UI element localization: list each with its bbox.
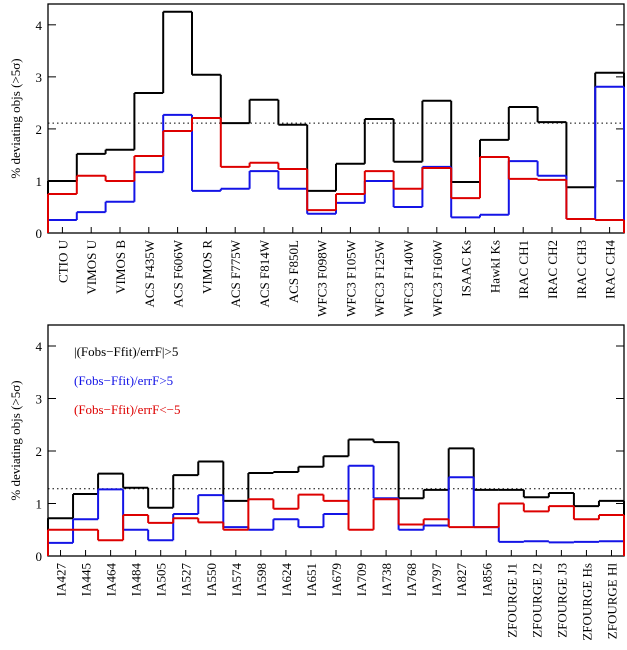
x-tick-label: CTIO U bbox=[55, 239, 70, 283]
y-tick-label: 0 bbox=[36, 549, 43, 564]
x-tick-label: ZFOURGE J3 bbox=[554, 563, 569, 638]
x-tick-label: ACS F606W bbox=[171, 239, 186, 307]
y-tick-label: 3 bbox=[36, 392, 43, 407]
x-tick-label: ZFOURGE J2 bbox=[529, 563, 544, 638]
y-tick-label: 0 bbox=[36, 226, 43, 241]
x-tick-label: WFC3 F125W bbox=[372, 239, 387, 317]
x-tick-label: WFC3 F105W bbox=[343, 239, 358, 317]
y-tick-label: 1 bbox=[36, 497, 43, 512]
x-tick-label: IA624 bbox=[279, 563, 294, 597]
x-tick-label: HawkI Ks bbox=[487, 240, 502, 293]
x-tick-label: IA797 bbox=[429, 563, 444, 597]
x-tick-label: ZFOURGE Hs bbox=[579, 563, 594, 641]
y-tick-label: 1 bbox=[36, 174, 43, 189]
y-tick-label: 4 bbox=[36, 339, 43, 354]
x-tick-label: VIMOS R bbox=[199, 240, 214, 294]
x-tick-label: IA445 bbox=[79, 563, 94, 596]
y-tick-label: 2 bbox=[36, 444, 43, 459]
x-tick-label: IRAC CH4 bbox=[603, 240, 618, 299]
legend-entry: |(Fobs−Ffit)/errF|>5 bbox=[74, 344, 178, 359]
x-tick-label: ACS F850L bbox=[286, 240, 301, 303]
x-tick-label: VIMOS B bbox=[113, 240, 128, 294]
x-tick-label: ACS F814W bbox=[257, 239, 272, 307]
x-tick-label: IRAC CH3 bbox=[574, 240, 589, 299]
x-tick-label: IA505 bbox=[154, 563, 169, 596]
x-tick-label: ZFOURGE J1 bbox=[504, 563, 519, 638]
y-tick-label: 2 bbox=[36, 122, 43, 137]
x-tick-label: IA709 bbox=[354, 563, 369, 596]
x-tick-label: IA827 bbox=[454, 563, 469, 597]
x-tick-label: WFC3 F160W bbox=[430, 239, 445, 317]
x-tick-label: IRAC CH1 bbox=[516, 240, 531, 299]
x-tick-label: ISAAC Ks bbox=[459, 240, 474, 297]
legend-entry: (Fobs−Ffit)/errF>5 bbox=[74, 373, 173, 388]
y-axis-label: % deviating objs (>5σ) bbox=[8, 380, 23, 500]
x-tick-label: IA464 bbox=[104, 563, 119, 597]
x-tick-label: IA651 bbox=[304, 563, 319, 596]
x-tick-label: WFC3 F098W bbox=[315, 239, 330, 317]
x-tick-label: IA527 bbox=[179, 563, 194, 597]
y-tick-label: 4 bbox=[36, 18, 43, 33]
y-axis-label: % deviating objs (>5σ) bbox=[8, 58, 23, 178]
x-tick-label: IRAC CH2 bbox=[545, 240, 560, 299]
x-tick-label: IA679 bbox=[329, 563, 344, 596]
x-tick-label: WFC3 F140W bbox=[401, 239, 416, 317]
x-tick-label: IA738 bbox=[379, 563, 394, 596]
x-tick-label: IA427 bbox=[54, 563, 69, 597]
x-tick-label: VIMOS U bbox=[84, 239, 99, 294]
x-tick-label: IA574 bbox=[229, 563, 244, 597]
y-tick-label: 3 bbox=[36, 70, 43, 85]
x-tick-label: IA598 bbox=[254, 563, 269, 596]
x-tick-label: ZFOURGE Hl bbox=[604, 563, 619, 640]
x-tick-label: IA856 bbox=[479, 563, 494, 597]
x-tick-label: IA768 bbox=[404, 563, 419, 596]
x-tick-label: IA484 bbox=[129, 563, 144, 597]
plot-frame bbox=[47, 324, 625, 557]
x-tick-label: IA550 bbox=[204, 563, 219, 596]
x-tick-label: ACS F775W bbox=[228, 239, 243, 307]
x-tick-label: ACS F435W bbox=[142, 239, 157, 307]
legend-entry: (Fobs−Ffit)/errF<−5 bbox=[74, 402, 181, 417]
